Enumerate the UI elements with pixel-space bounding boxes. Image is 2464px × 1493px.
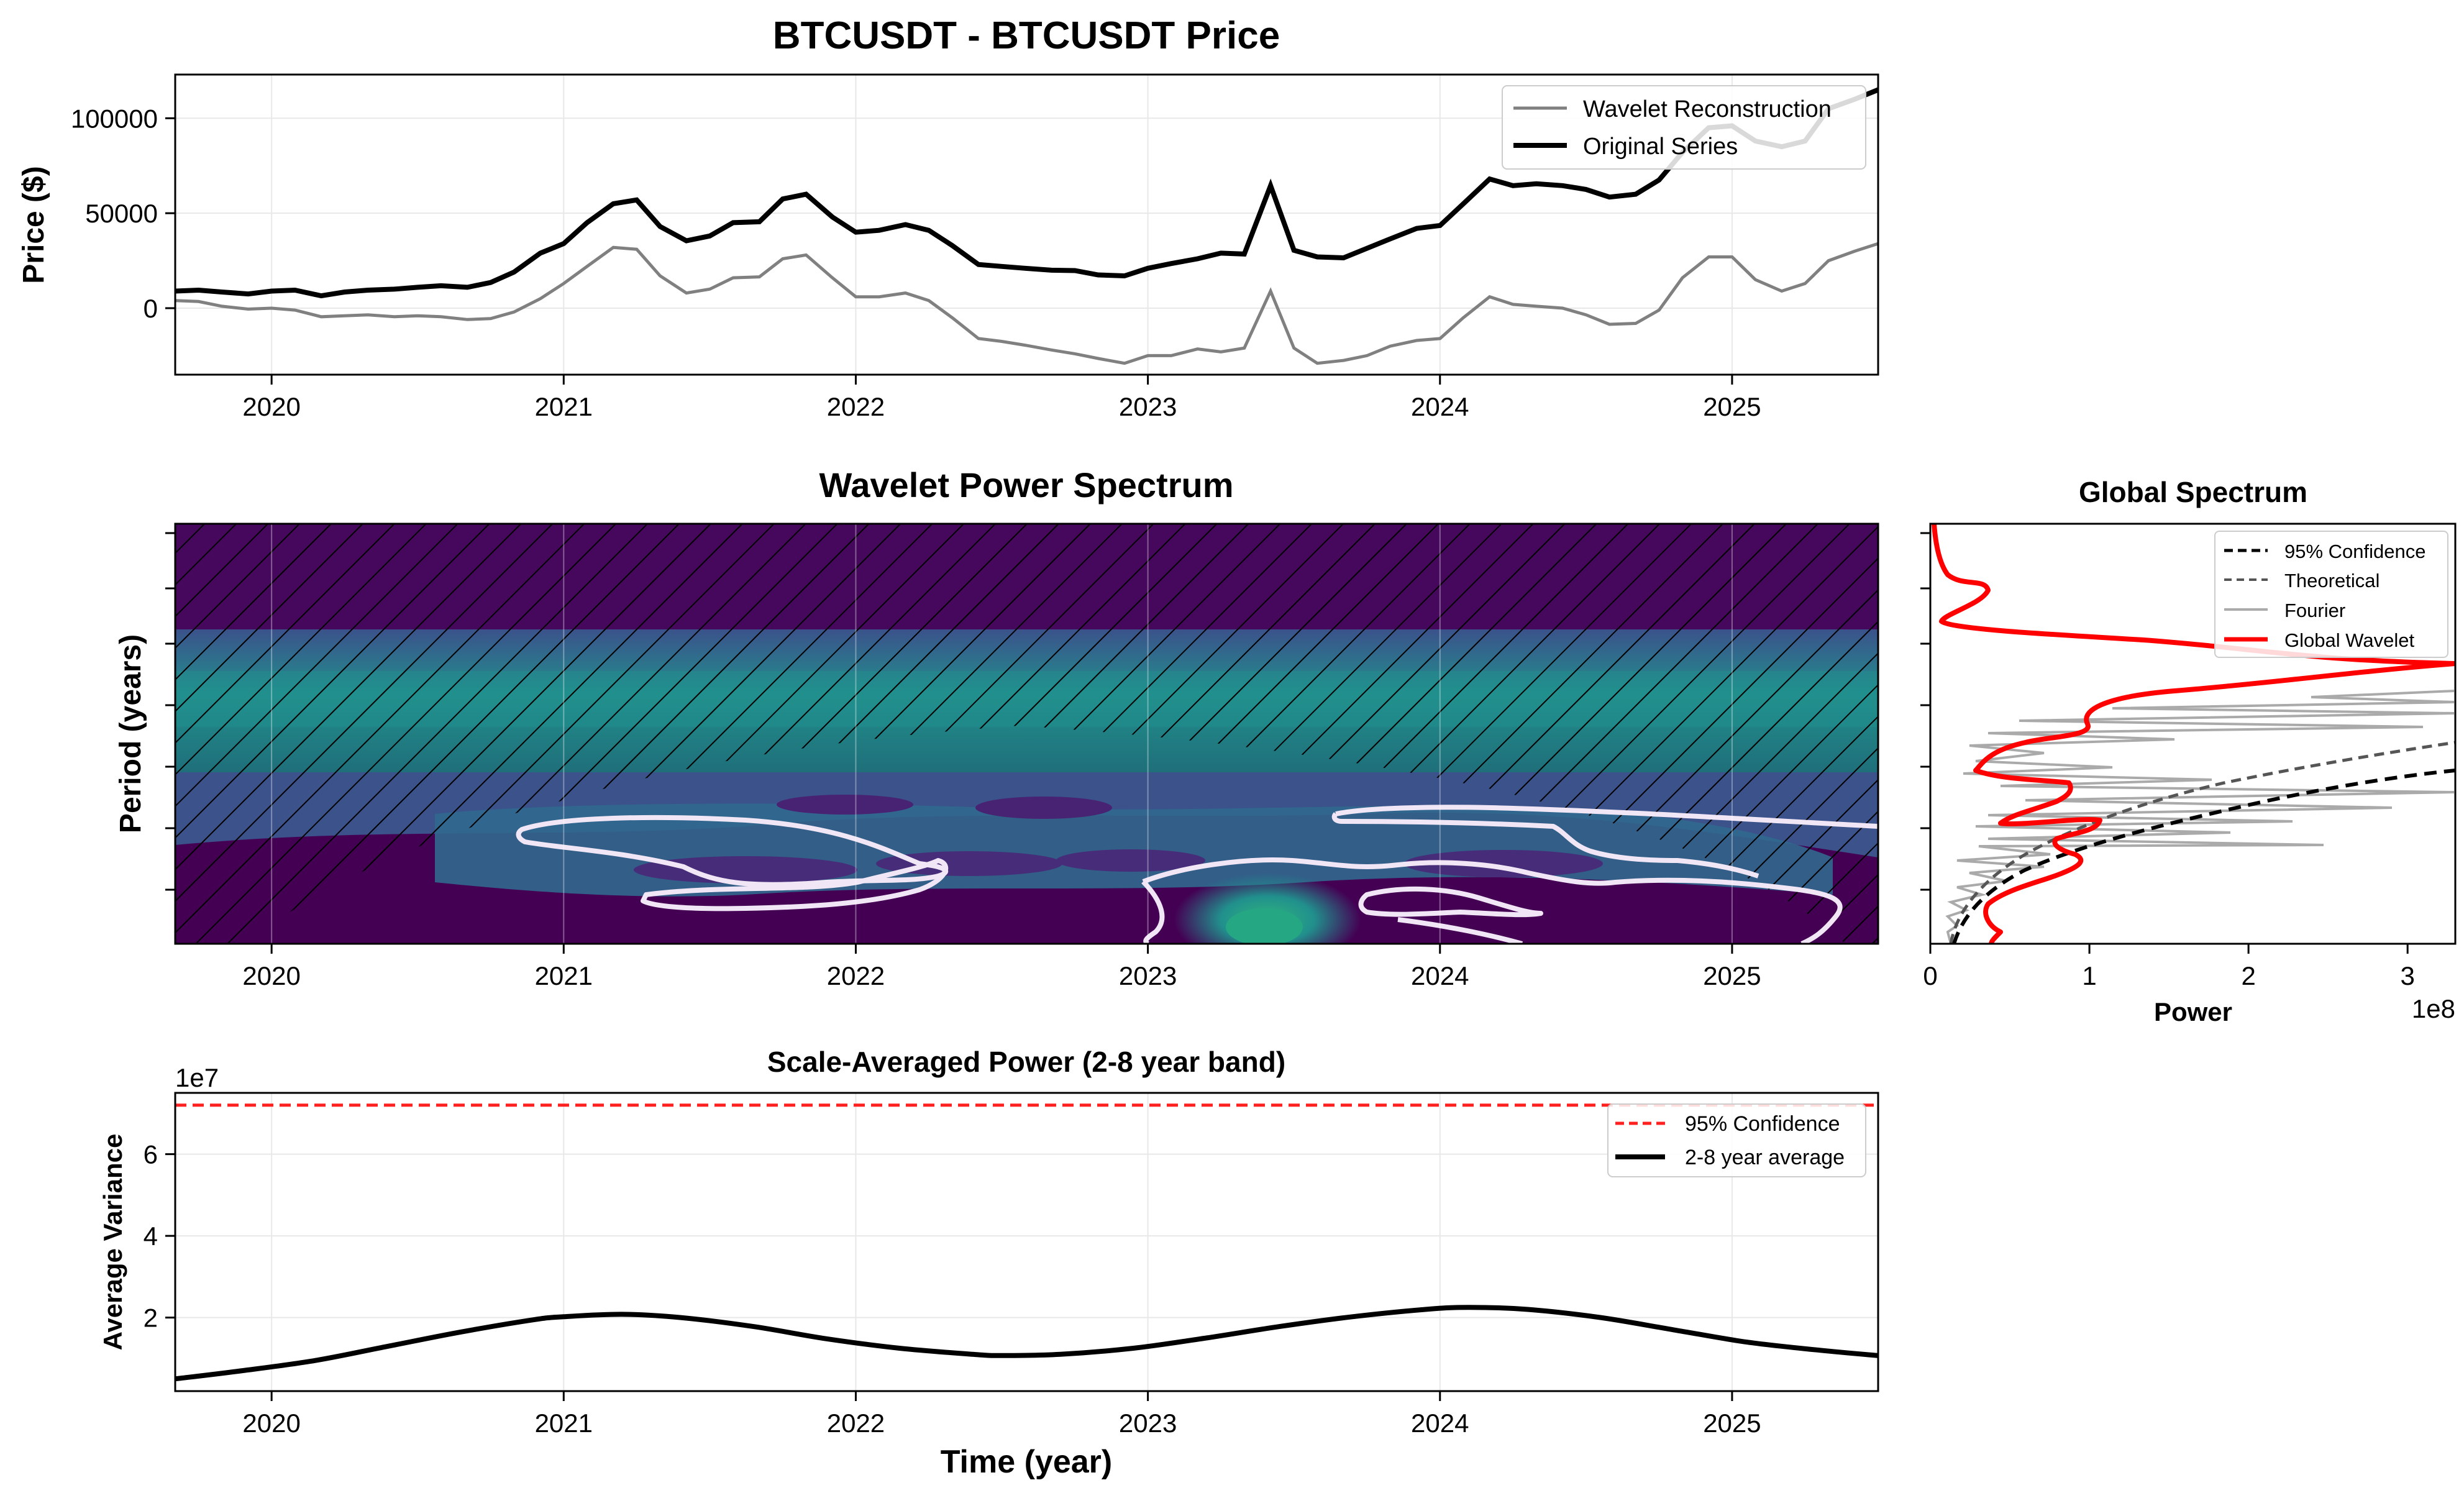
- original-series-line: [175, 87, 1878, 299]
- scale-avg-x-tick-label: 2022: [827, 1409, 885, 1438]
- scale-avg-legend: 95% Confidence 2-8 year average: [1607, 1103, 1866, 1177]
- global-x-scale-label: 1e8: [2412, 994, 2455, 1023]
- heatmap-power-peak: [1174, 873, 1361, 944]
- legend-avg-confidence-label: 95% Confidence: [1685, 1112, 1840, 1136]
- legend-global-wavelet-label: Global Wavelet: [2284, 629, 2414, 651]
- price-plot-frame: [174, 73, 1879, 376]
- wavelet-x-tick-label: 2022: [827, 961, 885, 990]
- wavelet-x-tick-label: 2025: [1703, 961, 1761, 990]
- heatmap-low-blob: [777, 795, 913, 815]
- price-y-axis-label: Price ($): [17, 166, 50, 283]
- heatmap-bottom-dark-region: [1367, 901, 1878, 944]
- wavelet-chart-title: Wavelet Power Spectrum: [819, 465, 1233, 505]
- global-legend: 95% Confidence Theoretical Fourier Globa…: [2214, 531, 2448, 658]
- contour-2023-left: [1141, 880, 1165, 944]
- legend-confidence-label: 95% Confidence: [2284, 541, 2426, 562]
- price-panel: BTCUSDT - BTCUSDT Price 2020 2021 2022 2023…: [17, 14, 1879, 421]
- price-x-tick-label: 2022: [827, 392, 885, 421]
- heatmap-power-peak-core: [1226, 908, 1303, 944]
- wavelet-x-ticks: 2020 2021 2022 2023 2024 2025: [242, 944, 1761, 990]
- scale-avg-y-axis-label: Average Variance: [98, 1134, 127, 1351]
- global-x-tick-label: 0: [1923, 961, 1937, 990]
- legend-fourier-label: Fourier: [2284, 600, 2345, 621]
- contour-2021-lower: [641, 858, 949, 911]
- contour-2024-upper-left: [1331, 812, 1759, 879]
- heatmap-low-blob: [876, 851, 1062, 876]
- global-y-ticks: [1920, 532, 1930, 891]
- price-y-tick-label: 50000: [85, 199, 158, 228]
- price-chart-title: BTCUSDT - BTCUSDT Price: [773, 14, 1280, 57]
- scale-avg-chart-title: Scale-Averaged Power (2-8 year band): [767, 1046, 1285, 1078]
- wavelet-x-tick-label: 2023: [1119, 961, 1177, 990]
- scale-avg-x-tick-label: 2021: [535, 1409, 593, 1438]
- wavelet-x-tick-label: 2024: [1411, 961, 1469, 990]
- scale-avg-x-tick-label: 2023: [1119, 1409, 1177, 1438]
- price-y-tick-label: 0: [144, 294, 158, 323]
- heatmap-bottom-dark-region: [175, 895, 1149, 944]
- legend-reconstruction-label: Wavelet Reconstruction: [1583, 96, 1832, 122]
- global-x-tick-label: 3: [2401, 961, 2415, 990]
- global-chart-title: Global Spectrum: [2079, 476, 2307, 508]
- wavelet-x-tick-label: 2020: [242, 961, 300, 990]
- wavelet-plot-frame: [174, 523, 1879, 945]
- cone-of-influence-hatch: [175, 524, 1878, 944]
- scale-avg-series-line: [175, 1305, 1878, 1382]
- price-y-ticks: 0 50000 100000: [71, 104, 175, 323]
- heatmap-low-blob: [1056, 849, 1205, 872]
- global-x-tick-label: 1: [2082, 961, 2096, 990]
- legend-original-label: Original Series: [1583, 134, 1738, 160]
- scale-avg-y-tick-label: 2: [144, 1304, 158, 1333]
- contour-2024-upper: [1335, 805, 1878, 829]
- contour-2024-lower: [1397, 917, 1523, 944]
- heatmap-low-blob: [634, 856, 857, 883]
- contour-2023-2024: [1142, 857, 1843, 944]
- price-y-tick-label: 100000: [71, 104, 158, 133]
- global-plot-frame: [1929, 523, 2457, 945]
- heatmap-low-blob: [1404, 850, 1603, 877]
- global-x-ticks: 0 1 2 3: [1923, 944, 2415, 990]
- price-x-ticks: 2020 2021 2022 2023 2024 2025: [242, 375, 1761, 421]
- price-x-tick-label: 2021: [535, 392, 593, 421]
- scale-avg-x-tick-label: 2020: [242, 1409, 300, 1438]
- significance-contours: [516, 805, 1878, 944]
- wavelet-y-axis-label: Period (years): [114, 634, 147, 833]
- scale-avg-y-tick-label: 6: [144, 1140, 158, 1169]
- contour-2021: [516, 815, 949, 887]
- price-legend: Wavelet Reconstruction Original Series: [1502, 85, 1866, 170]
- scale-avg-x-axis-label: Time (year): [941, 1444, 1113, 1480]
- scale-avg-x-ticks: 2020 2021 2022 2023 2024 2025: [242, 1391, 1761, 1438]
- theoretical-series-line: [1949, 741, 2455, 944]
- scale-avg-y-tick-label: 4: [144, 1221, 158, 1251]
- contour-2024-inner: [1358, 886, 1543, 918]
- heatmap-low-blob: [975, 797, 1112, 819]
- scale-avg-x-tick-label: 2024: [1411, 1409, 1469, 1438]
- price-x-tick-label: 2024: [1411, 392, 1469, 421]
- global-panel: Global Spectrum 0 1 2 3 Power 1e8: [1920, 476, 2457, 1026]
- legend-avg-series-label: 2-8 year average: [1685, 1146, 1845, 1169]
- wavelet-grid: [271, 524, 1733, 944]
- price-x-tick-label: 2020: [242, 392, 300, 421]
- scale-avg-y-scale-label: 1e7: [175, 1063, 219, 1092]
- confidence-series-line: [1952, 769, 2455, 944]
- legend-theoretical-label: Theoretical: [2284, 570, 2380, 591]
- wavelet-x-tick-label: 2021: [535, 961, 593, 990]
- reconstruction-series-line: [175, 242, 1878, 365]
- wavelet-y-ticks: [165, 532, 175, 891]
- global-x-tick-label: 2: [2241, 961, 2255, 990]
- scale-avg-x-tick-label: 2025: [1703, 1409, 1761, 1438]
- wavelet-panel: Wavelet Power Spectrum: [114, 465, 1879, 990]
- price-x-tick-label: 2025: [1703, 392, 1761, 421]
- wavelet-heatmap: [175, 524, 1878, 944]
- global-wavelet-series-line: [1932, 524, 2455, 944]
- scale-avg-plot-frame: [174, 1092, 1879, 1392]
- global-x-axis-label: Power: [2154, 997, 2232, 1026]
- price-x-tick-label: 2023: [1119, 392, 1177, 421]
- scale-avg-y-ticks: 2 4 6: [144, 1140, 175, 1333]
- fourier-series-line: [1945, 690, 2455, 944]
- scale-avg-panel: Scale-Averaged Power (2-8 year band) 202…: [98, 1046, 1879, 1480]
